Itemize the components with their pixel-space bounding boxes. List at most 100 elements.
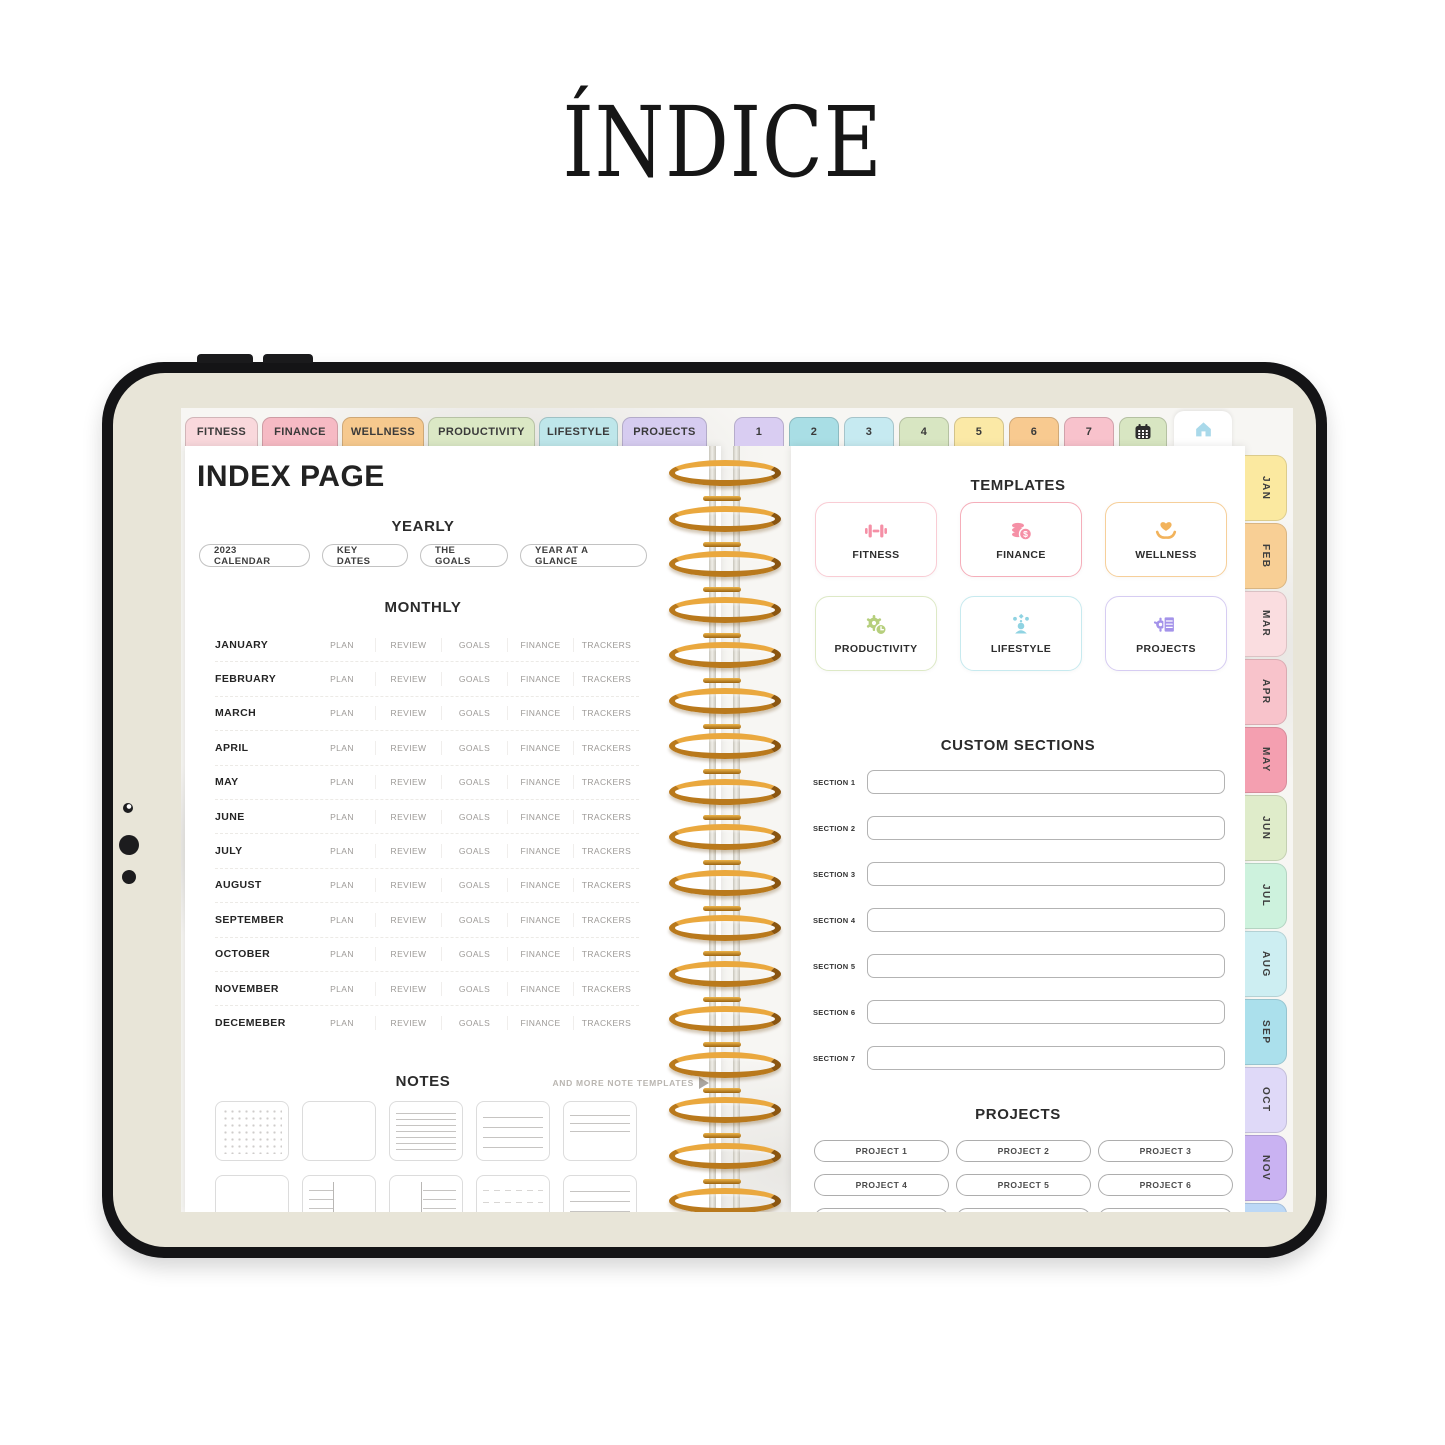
month-tab-nov[interactable]: NOV: [1245, 1135, 1287, 1201]
project-7-button[interactable]: PROJECT 7: [814, 1208, 949, 1212]
note-template-ruled-dense[interactable]: [389, 1101, 463, 1161]
tab-5[interactable]: 5: [954, 417, 1004, 446]
month-plan-link[interactable]: PLAN: [330, 811, 354, 822]
project-6-button[interactable]: PROJECT 6: [1098, 1174, 1233, 1196]
month-review-link[interactable]: REVIEW: [375, 844, 441, 859]
month-review-link[interactable]: REVIEW: [375, 912, 441, 927]
note-template-split-right-ruled[interactable]: [389, 1175, 463, 1212]
month-plan-link[interactable]: PLAN: [330, 880, 354, 891]
tab-projects[interactable]: PROJECTS: [622, 417, 707, 446]
month-plan-link[interactable]: PLAN: [330, 777, 354, 788]
month-review-link[interactable]: REVIEW: [375, 637, 441, 652]
volume-button[interactable]: [263, 354, 313, 363]
month-finance-link[interactable]: FINANCE: [507, 637, 573, 652]
month-goals-link[interactable]: GOALS: [441, 947, 507, 962]
section-6-input[interactable]: [867, 1000, 1225, 1024]
template-card-projects[interactable]: PROJECTS: [1105, 596, 1227, 671]
project-5-button[interactable]: PROJECT 5: [956, 1174, 1091, 1196]
month-plan-link[interactable]: PLAN: [330, 914, 354, 925]
month-goals-link[interactable]: GOALS: [441, 740, 507, 755]
month-tab-apr[interactable]: APR: [1245, 659, 1287, 725]
month-plan-link[interactable]: PLAN: [330, 949, 354, 960]
month-goals-link[interactable]: GOALS: [441, 672, 507, 687]
project-4-button[interactable]: PROJECT 4: [814, 1174, 949, 1196]
month-tab-aug[interactable]: AUG: [1245, 931, 1287, 997]
month-finance-link[interactable]: FINANCE: [507, 1015, 573, 1030]
tab-2[interactable]: 2: [789, 417, 839, 446]
note-template-blank-footer[interactable]: [215, 1175, 289, 1212]
section-2-input[interactable]: [867, 816, 1225, 840]
month-review-link[interactable]: REVIEW: [375, 809, 441, 824]
note-template-dotted-grid[interactable]: [215, 1101, 289, 1161]
template-card-wellness[interactable]: WELLNESS: [1105, 502, 1227, 577]
month-trackers-link[interactable]: TRACKERS: [573, 844, 639, 859]
tab-finance[interactable]: FINANCE: [262, 417, 338, 446]
template-card-lifestyle[interactable]: LIFESTYLE: [960, 596, 1082, 671]
month-review-link[interactable]: REVIEW: [375, 672, 441, 687]
section-3-input[interactable]: [867, 862, 1225, 886]
project-3-button[interactable]: PROJECT 3: [1098, 1140, 1233, 1162]
note-template-ruled-top[interactable]: [563, 1101, 637, 1161]
tab-7[interactable]: 7: [1064, 417, 1114, 446]
month-plan-link[interactable]: PLAN: [330, 846, 354, 857]
month-trackers-link[interactable]: TRACKERS: [573, 1015, 639, 1030]
note-template-ruled-medium[interactable]: [563, 1175, 637, 1212]
month-tab-oct[interactable]: OCT: [1245, 1067, 1287, 1133]
month-tab-sep[interactable]: SEP: [1245, 999, 1287, 1065]
month-trackers-link[interactable]: TRACKERS: [573, 672, 639, 687]
month-review-link[interactable]: REVIEW: [375, 775, 441, 790]
tab-6[interactable]: 6: [1009, 417, 1059, 446]
tab-lifestyle[interactable]: LIFESTYLE: [539, 417, 618, 446]
month-plan-link[interactable]: PLAN: [330, 1017, 354, 1028]
month-review-link[interactable]: REVIEW: [375, 878, 441, 893]
note-template-dashed-ruled[interactable]: [476, 1175, 550, 1212]
month-finance-link[interactable]: FINANCE: [507, 775, 573, 790]
month-goals-link[interactable]: GOALS: [441, 912, 507, 927]
tab-wellness[interactable]: WELLNESS: [342, 417, 424, 446]
more-note-templates-link[interactable]: AND MORE NOTE TEMPLATES: [552, 1077, 709, 1089]
template-card-fitness[interactable]: FITNESS: [815, 502, 937, 577]
month-finance-link[interactable]: FINANCE: [507, 740, 573, 755]
month-plan-link[interactable]: PLAN: [330, 639, 354, 650]
month-trackers-link[interactable]: TRACKERS: [573, 947, 639, 962]
month-plan-link[interactable]: PLAN: [330, 742, 354, 753]
month-tab-jun[interactable]: JUN: [1245, 795, 1287, 861]
month-plan-link[interactable]: PLAN: [330, 983, 354, 994]
calendar-2023-button[interactable]: 2023 CALENDAR: [199, 544, 310, 567]
the-goals-button[interactable]: THE GOALS: [420, 544, 509, 567]
tab-calendar[interactable]: [1119, 417, 1167, 446]
month-tab-jan[interactable]: JAN: [1245, 455, 1287, 521]
tab-4[interactable]: 4: [899, 417, 949, 446]
month-trackers-link[interactable]: TRACKERS: [573, 706, 639, 721]
tab-3[interactable]: 3: [844, 417, 894, 446]
section-4-input[interactable]: [867, 908, 1225, 932]
month-goals-link[interactable]: GOALS: [441, 844, 507, 859]
month-review-link[interactable]: REVIEW: [375, 981, 441, 996]
month-plan-link[interactable]: PLAN: [330, 674, 354, 685]
month-finance-link[interactable]: FINANCE: [507, 706, 573, 721]
month-review-link[interactable]: REVIEW: [375, 1015, 441, 1030]
month-trackers-link[interactable]: TRACKERS: [573, 637, 639, 652]
month-trackers-link[interactable]: TRACKERS: [573, 809, 639, 824]
template-card-productivity[interactable]: PRODUCTIVITY: [815, 596, 937, 671]
month-review-link[interactable]: REVIEW: [375, 947, 441, 962]
tab-home-active[interactable]: [1174, 411, 1232, 447]
month-plan-link[interactable]: PLAN: [330, 708, 354, 719]
month-trackers-link[interactable]: TRACKERS: [573, 775, 639, 790]
month-finance-link[interactable]: FINANCE: [507, 809, 573, 824]
month-goals-link[interactable]: GOALS: [441, 809, 507, 824]
year-at-a-glance-button[interactable]: YEAR AT A GLANCE: [520, 544, 647, 567]
tab-fitness[interactable]: FITNESS: [185, 417, 258, 446]
note-template-ruled-medium[interactable]: [476, 1101, 550, 1161]
key-dates-button[interactable]: KEY DATES: [321, 544, 409, 567]
section-7-input[interactable]: [867, 1046, 1225, 1070]
month-review-link[interactable]: REVIEW: [375, 706, 441, 721]
project-9-button[interactable]: PROJECT 9: [1098, 1208, 1233, 1212]
month-goals-link[interactable]: GOALS: [441, 706, 507, 721]
tab-1[interactable]: 1: [734, 417, 784, 446]
project-8-button[interactable]: PROJECT 8: [956, 1208, 1091, 1212]
month-finance-link[interactable]: FINANCE: [507, 947, 573, 962]
month-trackers-link[interactable]: TRACKERS: [573, 878, 639, 893]
month-finance-link[interactable]: FINANCE: [507, 672, 573, 687]
month-finance-link[interactable]: FINANCE: [507, 878, 573, 893]
